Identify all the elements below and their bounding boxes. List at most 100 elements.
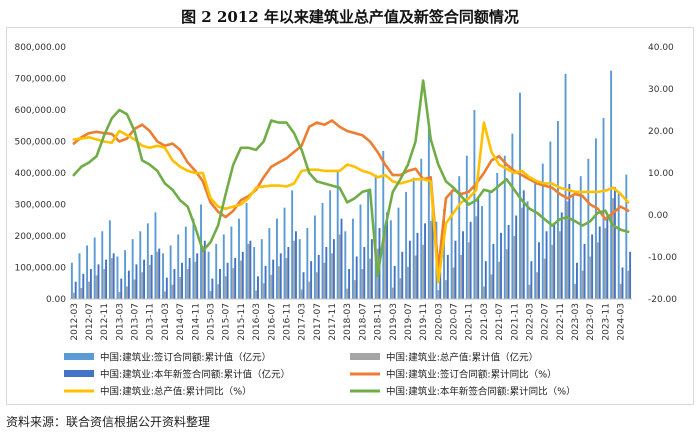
bar-s2-60 bbox=[530, 261, 533, 299]
bar-s0-37 bbox=[351, 218, 354, 299]
bar-s2-8 bbox=[135, 264, 138, 299]
bar-s1-17 bbox=[201, 246, 204, 299]
bar-s2-14 bbox=[181, 262, 183, 299]
bar-s2-36 bbox=[348, 269, 351, 299]
bar-s0-70 bbox=[602, 117, 605, 300]
bar-s2-59 bbox=[522, 190, 525, 299]
bar-s2-25 bbox=[264, 265, 267, 299]
bar-s0-42 bbox=[389, 220, 392, 299]
bar-s1-4 bbox=[103, 269, 106, 299]
bar-s0-6 bbox=[116, 256, 119, 299]
bar-s0-53 bbox=[473, 110, 476, 299]
bar-s1-7 bbox=[126, 286, 128, 299]
bar-s1-49 bbox=[444, 280, 447, 299]
x-tick: 2013-11 bbox=[146, 303, 156, 341]
bar-s1-66 bbox=[574, 283, 576, 299]
bar-s0-43 bbox=[397, 207, 400, 299]
bar-s0-38 bbox=[359, 204, 362, 299]
x-tick: 2017-11 bbox=[328, 303, 338, 341]
x-tick: 2019-07 bbox=[404, 303, 414, 341]
bar-s1-43 bbox=[399, 278, 402, 299]
x-tick: 2022-11 bbox=[556, 303, 566, 341]
bar-s2-53 bbox=[477, 196, 480, 300]
bar-s2-22 bbox=[241, 251, 244, 299]
bar-s0-34 bbox=[329, 190, 332, 299]
bar-s0-36 bbox=[344, 231, 347, 299]
bar-s2-26 bbox=[272, 259, 275, 300]
bar-s1-11 bbox=[156, 251, 159, 299]
bar-s2-68 bbox=[591, 234, 594, 299]
bar-s1-12 bbox=[163, 291, 166, 299]
bar-s2-12 bbox=[165, 277, 168, 299]
x-tick: 2020-07 bbox=[450, 303, 460, 341]
bar-s1-39 bbox=[369, 258, 371, 299]
bar-s0-30 bbox=[298, 239, 301, 299]
bar-s2-37 bbox=[355, 256, 358, 299]
y-left-tick: 200,000.00 bbox=[14, 232, 66, 242]
bar-s1-46 bbox=[422, 244, 425, 299]
bar-s0-14 bbox=[177, 234, 180, 299]
bar-s1-15 bbox=[186, 269, 189, 299]
bar-s1-32 bbox=[315, 272, 318, 299]
bar-s2-55 bbox=[492, 243, 495, 300]
bar-s1-16 bbox=[194, 261, 197, 299]
bar-s1-23 bbox=[247, 243, 250, 300]
bar-s1-35 bbox=[338, 234, 341, 299]
bar-marks bbox=[70, 70, 632, 300]
bar-s2-64 bbox=[560, 212, 563, 300]
bar-s2-50 bbox=[454, 240, 457, 299]
bar-s2-69 bbox=[598, 226, 601, 299]
y-left-tick: 800,000.00 bbox=[14, 43, 66, 53]
bar-s0-26 bbox=[268, 228, 271, 300]
x-tick: 2015-07 bbox=[222, 303, 232, 341]
legend-label-2: 中国:建筑业:本年新签合同额:累计值（亿元） bbox=[100, 369, 290, 381]
bar-s1-26 bbox=[270, 274, 273, 299]
bar-s2-70 bbox=[606, 215, 609, 299]
bar-s0-28 bbox=[283, 207, 286, 299]
bar-s1-22 bbox=[239, 260, 242, 299]
bar-s1-52 bbox=[467, 242, 470, 299]
bar-s2-17 bbox=[203, 240, 206, 299]
bar-s1-45 bbox=[414, 255, 417, 299]
bar-s0-32 bbox=[313, 215, 316, 299]
bar-s0-13 bbox=[169, 245, 172, 299]
bar-s0-65 bbox=[564, 73, 567, 299]
bar-s2-46 bbox=[424, 223, 426, 299]
x-tick: 2012-07 bbox=[85, 303, 95, 341]
bar-s0-55 bbox=[488, 190, 491, 299]
bar-s2-16 bbox=[196, 253, 199, 299]
bar-s2-38 bbox=[363, 247, 366, 299]
bar-s0-54 bbox=[481, 206, 483, 299]
bar-s1-27 bbox=[277, 266, 280, 299]
y-left-tick: 300,000.00 bbox=[14, 201, 66, 211]
bar-s2-34 bbox=[332, 239, 335, 299]
bar-s1-62 bbox=[543, 258, 546, 299]
bar-s0-73 bbox=[625, 174, 628, 299]
x-tick: 2017-07 bbox=[313, 303, 323, 341]
bar-s2-41 bbox=[386, 212, 389, 300]
x-tick: 2014-07 bbox=[176, 303, 186, 341]
bar-s0-5 bbox=[108, 220, 111, 299]
bar-s0-8 bbox=[131, 239, 134, 299]
x-tick: 2021-03 bbox=[480, 303, 490, 341]
bar-s1-67 bbox=[581, 270, 584, 299]
bar-s2-23 bbox=[249, 240, 252, 299]
bar-s2-67 bbox=[583, 243, 586, 300]
bar-s1-73 bbox=[627, 270, 630, 299]
bar-s2-6 bbox=[120, 278, 123, 299]
bar-s1-0 bbox=[72, 292, 75, 299]
bar-s2-58 bbox=[515, 215, 518, 299]
x-tick: 2020-03 bbox=[434, 303, 444, 341]
x-tick: 2018-11 bbox=[374, 303, 384, 341]
bar-s2-57 bbox=[507, 224, 510, 299]
bar-s0-2 bbox=[86, 245, 89, 299]
y-right-tick: -20.00 bbox=[648, 295, 677, 305]
bar-s1-57 bbox=[505, 249, 508, 299]
chart-frame bbox=[6, 27, 694, 405]
bar-s1-60 bbox=[528, 284, 531, 299]
bar-s0-49 bbox=[443, 209, 445, 299]
bar-s2-24 bbox=[257, 276, 259, 299]
bar-s1-14 bbox=[179, 276, 182, 299]
x-tick: 2021-11 bbox=[510, 303, 520, 341]
x-tick: 2016-07 bbox=[267, 303, 277, 341]
